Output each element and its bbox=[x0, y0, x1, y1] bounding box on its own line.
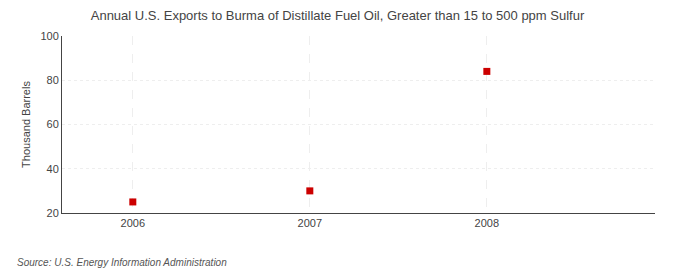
svg-text:80: 80 bbox=[47, 74, 59, 86]
svg-text:2008: 2008 bbox=[475, 217, 499, 229]
svg-text:20: 20 bbox=[47, 207, 59, 219]
svg-text:100: 100 bbox=[40, 30, 58, 42]
svg-text:Thousand Barrels: Thousand Barrels bbox=[20, 81, 32, 168]
svg-text:Annual U.S. Exports to Burma o: Annual U.S. Exports to Burma of Distilla… bbox=[91, 8, 585, 23]
svg-text:40: 40 bbox=[47, 163, 59, 175]
svg-text:60: 60 bbox=[47, 118, 59, 130]
svg-text:2007: 2007 bbox=[298, 217, 322, 229]
svg-text:Source: U.S. Energy Informatio: Source: U.S. Energy Information Administ… bbox=[17, 257, 227, 268]
svg-text:2006: 2006 bbox=[121, 217, 145, 229]
